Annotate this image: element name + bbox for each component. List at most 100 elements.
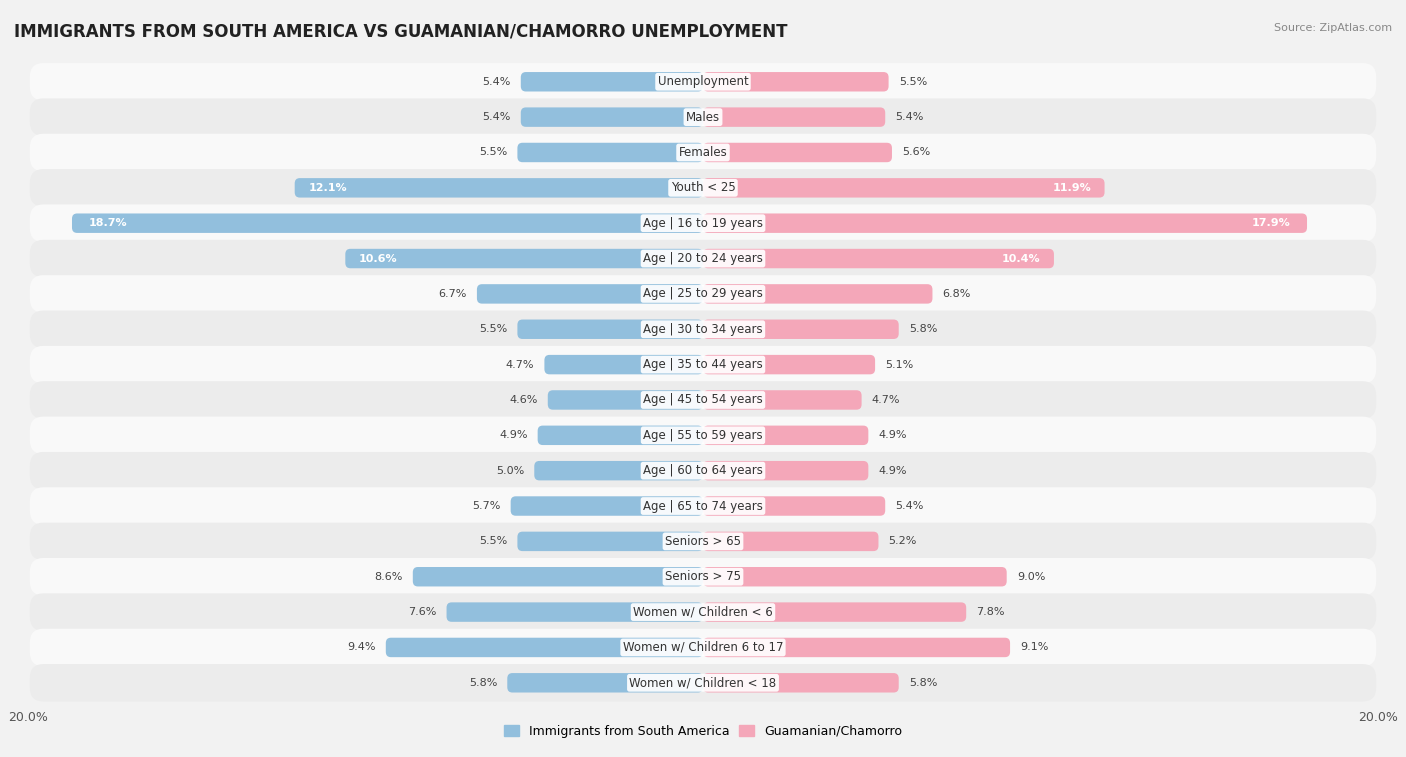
Text: Age | 20 to 24 years: Age | 20 to 24 years	[643, 252, 763, 265]
Text: 5.1%: 5.1%	[886, 360, 914, 369]
FancyBboxPatch shape	[703, 143, 891, 162]
Text: 10.4%: 10.4%	[1002, 254, 1040, 263]
Text: 5.4%: 5.4%	[896, 112, 924, 122]
Text: IMMIGRANTS FROM SOUTH AMERICA VS GUAMANIAN/CHAMORRO UNEMPLOYMENT: IMMIGRANTS FROM SOUTH AMERICA VS GUAMANI…	[14, 23, 787, 41]
FancyBboxPatch shape	[703, 391, 862, 410]
FancyBboxPatch shape	[544, 355, 703, 374]
FancyBboxPatch shape	[30, 664, 1376, 702]
FancyBboxPatch shape	[30, 204, 1376, 242]
FancyBboxPatch shape	[703, 319, 898, 339]
Text: 5.5%: 5.5%	[479, 148, 508, 157]
FancyBboxPatch shape	[413, 567, 703, 587]
Text: Age | 35 to 44 years: Age | 35 to 44 years	[643, 358, 763, 371]
FancyBboxPatch shape	[30, 240, 1376, 277]
Text: 4.9%: 4.9%	[879, 430, 907, 441]
FancyBboxPatch shape	[30, 134, 1376, 171]
Text: 12.1%: 12.1%	[308, 183, 347, 193]
FancyBboxPatch shape	[30, 169, 1376, 207]
FancyBboxPatch shape	[30, 629, 1376, 666]
FancyBboxPatch shape	[517, 319, 703, 339]
FancyBboxPatch shape	[703, 673, 898, 693]
Text: 17.9%: 17.9%	[1251, 218, 1291, 228]
Text: 5.5%: 5.5%	[479, 324, 508, 335]
Text: 5.4%: 5.4%	[482, 76, 510, 87]
Text: Women w/ Children 6 to 17: Women w/ Children 6 to 17	[623, 641, 783, 654]
Text: 5.2%: 5.2%	[889, 537, 917, 547]
FancyBboxPatch shape	[517, 531, 703, 551]
Text: 4.7%: 4.7%	[872, 395, 900, 405]
Text: 4.7%: 4.7%	[506, 360, 534, 369]
FancyBboxPatch shape	[30, 558, 1376, 596]
Text: 5.0%: 5.0%	[496, 466, 524, 475]
Text: Seniors > 65: Seniors > 65	[665, 535, 741, 548]
Legend: Immigrants from South America, Guamanian/Chamorro: Immigrants from South America, Guamanian…	[499, 720, 907, 743]
Text: 9.4%: 9.4%	[347, 643, 375, 653]
FancyBboxPatch shape	[537, 425, 703, 445]
Text: 5.8%: 5.8%	[468, 678, 498, 688]
FancyBboxPatch shape	[703, 567, 1007, 587]
FancyBboxPatch shape	[30, 416, 1376, 454]
Text: Women w/ Children < 6: Women w/ Children < 6	[633, 606, 773, 618]
FancyBboxPatch shape	[30, 522, 1376, 560]
Text: 11.9%: 11.9%	[1052, 183, 1091, 193]
FancyBboxPatch shape	[548, 391, 703, 410]
FancyBboxPatch shape	[346, 249, 703, 268]
Text: Age | 60 to 64 years: Age | 60 to 64 years	[643, 464, 763, 477]
Text: Source: ZipAtlas.com: Source: ZipAtlas.com	[1274, 23, 1392, 33]
FancyBboxPatch shape	[703, 531, 879, 551]
FancyBboxPatch shape	[447, 603, 703, 621]
FancyBboxPatch shape	[385, 637, 703, 657]
Text: 7.8%: 7.8%	[976, 607, 1005, 617]
Text: Age | 55 to 59 years: Age | 55 to 59 years	[643, 428, 763, 442]
FancyBboxPatch shape	[520, 107, 703, 127]
FancyBboxPatch shape	[30, 593, 1376, 631]
FancyBboxPatch shape	[703, 603, 966, 621]
FancyBboxPatch shape	[510, 497, 703, 516]
Text: Age | 45 to 54 years: Age | 45 to 54 years	[643, 394, 763, 407]
FancyBboxPatch shape	[72, 213, 703, 233]
Text: 4.9%: 4.9%	[879, 466, 907, 475]
Text: 4.9%: 4.9%	[499, 430, 527, 441]
FancyBboxPatch shape	[30, 275, 1376, 313]
Text: Seniors > 75: Seniors > 75	[665, 570, 741, 583]
Text: 6.7%: 6.7%	[439, 289, 467, 299]
FancyBboxPatch shape	[30, 63, 1376, 101]
FancyBboxPatch shape	[30, 452, 1376, 490]
Text: Women w/ Children < 18: Women w/ Children < 18	[630, 676, 776, 690]
Text: Age | 65 to 74 years: Age | 65 to 74 years	[643, 500, 763, 512]
Text: 9.0%: 9.0%	[1017, 572, 1045, 581]
FancyBboxPatch shape	[703, 425, 869, 445]
FancyBboxPatch shape	[30, 488, 1376, 525]
Text: 9.1%: 9.1%	[1021, 643, 1049, 653]
Text: Males: Males	[686, 111, 720, 123]
Text: 5.5%: 5.5%	[898, 76, 927, 87]
Text: 10.6%: 10.6%	[359, 254, 398, 263]
Text: Youth < 25: Youth < 25	[671, 182, 735, 195]
Text: 8.6%: 8.6%	[374, 572, 402, 581]
Text: 5.7%: 5.7%	[472, 501, 501, 511]
FancyBboxPatch shape	[703, 178, 1105, 198]
FancyBboxPatch shape	[517, 143, 703, 162]
Text: 6.8%: 6.8%	[942, 289, 972, 299]
FancyBboxPatch shape	[508, 673, 703, 693]
Text: 5.4%: 5.4%	[482, 112, 510, 122]
Text: 5.8%: 5.8%	[908, 678, 938, 688]
FancyBboxPatch shape	[477, 284, 703, 304]
Text: Age | 25 to 29 years: Age | 25 to 29 years	[643, 288, 763, 301]
Text: 5.4%: 5.4%	[896, 501, 924, 511]
FancyBboxPatch shape	[703, 637, 1010, 657]
Text: 5.8%: 5.8%	[908, 324, 938, 335]
FancyBboxPatch shape	[703, 107, 886, 127]
FancyBboxPatch shape	[30, 382, 1376, 419]
FancyBboxPatch shape	[703, 249, 1054, 268]
FancyBboxPatch shape	[703, 355, 875, 374]
Text: 5.5%: 5.5%	[479, 537, 508, 547]
FancyBboxPatch shape	[520, 72, 703, 92]
FancyBboxPatch shape	[703, 461, 869, 481]
Text: Unemployment: Unemployment	[658, 75, 748, 89]
FancyBboxPatch shape	[703, 497, 886, 516]
FancyBboxPatch shape	[30, 310, 1376, 348]
Text: 18.7%: 18.7%	[89, 218, 128, 228]
FancyBboxPatch shape	[30, 346, 1376, 383]
Text: Age | 30 to 34 years: Age | 30 to 34 years	[643, 322, 763, 336]
